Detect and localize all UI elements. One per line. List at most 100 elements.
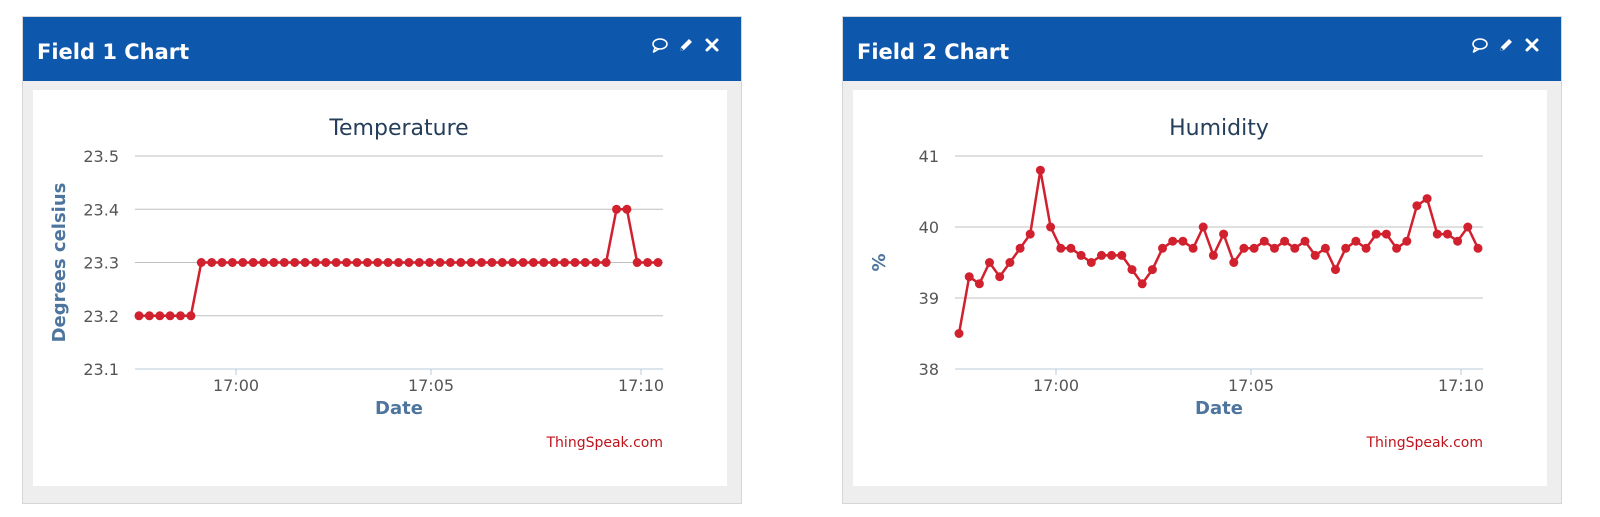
data-point[interactable] bbox=[144, 311, 154, 321]
data-point[interactable] bbox=[227, 258, 237, 267]
data-point[interactable] bbox=[1443, 229, 1452, 239]
data-point[interactable] bbox=[1473, 243, 1483, 253]
data-point[interactable] bbox=[1381, 229, 1391, 239]
data-point[interactable] bbox=[528, 258, 538, 267]
data-point[interactable] bbox=[155, 311, 165, 321]
data-point[interactable] bbox=[300, 258, 310, 267]
data-point[interactable] bbox=[964, 272, 974, 282]
data-point[interactable] bbox=[1402, 236, 1412, 246]
data-point[interactable] bbox=[1046, 222, 1056, 232]
data-point[interactable] bbox=[1219, 229, 1229, 239]
data-point[interactable] bbox=[1422, 194, 1432, 204]
data-point[interactable] bbox=[622, 204, 632, 214]
data-point[interactable] bbox=[1412, 201, 1422, 211]
data-point[interactable] bbox=[1249, 243, 1259, 253]
data-point[interactable] bbox=[497, 258, 507, 267]
data-point[interactable] bbox=[186, 311, 196, 321]
data-point[interactable] bbox=[1463, 222, 1473, 232]
data-point[interactable] bbox=[1432, 229, 1442, 239]
data-point[interactable] bbox=[632, 258, 642, 267]
data-point[interactable] bbox=[1361, 243, 1371, 253]
data-point[interactable] bbox=[362, 258, 372, 267]
data-point[interactable] bbox=[456, 258, 466, 267]
close-icon[interactable] bbox=[1523, 36, 1541, 54]
data-point[interactable] bbox=[259, 258, 269, 267]
close-icon[interactable] bbox=[703, 36, 721, 54]
data-point[interactable] bbox=[342, 258, 352, 267]
comment-icon[interactable] bbox=[1471, 36, 1489, 54]
data-point[interactable] bbox=[549, 258, 559, 267]
data-point[interactable] bbox=[1198, 222, 1208, 232]
data-point[interactable] bbox=[1127, 265, 1137, 275]
data-point[interactable] bbox=[414, 258, 424, 267]
data-point[interactable] bbox=[196, 258, 206, 267]
data-point[interactable] bbox=[248, 258, 258, 267]
data-point[interactable] bbox=[1392, 243, 1402, 253]
data-point[interactable] bbox=[445, 258, 455, 267]
data-point[interactable] bbox=[1086, 258, 1096, 267]
data-point[interactable] bbox=[331, 258, 341, 267]
data-point[interactable] bbox=[1280, 236, 1290, 246]
data-point[interactable] bbox=[1076, 250, 1086, 260]
data-point[interactable] bbox=[539, 258, 549, 267]
data-point[interactable] bbox=[1005, 258, 1015, 267]
data-point[interactable] bbox=[1351, 236, 1361, 246]
data-point[interactable] bbox=[1025, 229, 1035, 239]
data-point[interactable] bbox=[321, 258, 331, 267]
pencil-icon[interactable] bbox=[1497, 36, 1515, 54]
data-point[interactable] bbox=[974, 279, 984, 289]
data-point[interactable] bbox=[954, 329, 964, 338]
data-point[interactable] bbox=[404, 258, 414, 267]
comment-icon[interactable] bbox=[651, 36, 669, 54]
data-point[interactable] bbox=[1188, 243, 1198, 253]
data-point[interactable] bbox=[383, 258, 393, 267]
data-point[interactable] bbox=[466, 258, 476, 267]
data-point[interactable] bbox=[352, 258, 362, 267]
pencil-icon[interactable] bbox=[677, 36, 695, 54]
data-point[interactable] bbox=[612, 204, 621, 214]
data-point[interactable] bbox=[1066, 243, 1076, 253]
data-point[interactable] bbox=[1168, 236, 1178, 246]
data-point[interactable] bbox=[425, 258, 435, 267]
data-point[interactable] bbox=[1137, 279, 1147, 289]
data-point[interactable] bbox=[1229, 258, 1239, 267]
data-point[interactable] bbox=[1097, 250, 1106, 260]
data-point[interactable] bbox=[580, 258, 590, 267]
data-point[interactable] bbox=[591, 258, 601, 267]
data-point[interactable] bbox=[279, 258, 289, 267]
data-point[interactable] bbox=[207, 258, 217, 267]
data-point[interactable] bbox=[269, 258, 279, 267]
data-point[interactable] bbox=[217, 258, 227, 267]
data-point[interactable] bbox=[1147, 265, 1157, 275]
data-point[interactable] bbox=[1056, 243, 1066, 253]
data-point[interactable] bbox=[570, 258, 580, 267]
data-point[interactable] bbox=[1117, 250, 1127, 260]
data-point[interactable] bbox=[176, 311, 185, 321]
data-point[interactable] bbox=[560, 258, 570, 267]
data-point[interactable] bbox=[1107, 250, 1117, 260]
data-point[interactable] bbox=[165, 311, 175, 321]
data-point[interactable] bbox=[487, 258, 497, 267]
data-point[interactable] bbox=[653, 258, 663, 267]
data-point[interactable] bbox=[394, 258, 403, 267]
data-point[interactable] bbox=[435, 258, 445, 267]
data-point[interactable] bbox=[1239, 243, 1249, 253]
data-point[interactable] bbox=[1178, 236, 1188, 246]
data-point[interactable] bbox=[373, 258, 383, 267]
data-point[interactable] bbox=[601, 258, 611, 267]
thingspeak-credit-link[interactable]: ThingSpeak.com bbox=[546, 435, 664, 451]
data-point[interactable] bbox=[477, 258, 486, 267]
data-point[interactable] bbox=[995, 272, 1005, 282]
data-point[interactable] bbox=[1259, 236, 1269, 246]
data-point[interactable] bbox=[1270, 243, 1279, 253]
data-point[interactable] bbox=[508, 258, 518, 267]
data-point[interactable] bbox=[311, 258, 320, 267]
data-point[interactable] bbox=[1320, 243, 1330, 253]
data-point[interactable] bbox=[290, 258, 300, 267]
data-point[interactable] bbox=[1158, 243, 1167, 253]
data-point[interactable] bbox=[1453, 236, 1463, 246]
data-point[interactable] bbox=[1290, 243, 1300, 253]
data-point[interactable] bbox=[238, 258, 248, 267]
thingspeak-credit-link[interactable]: ThingSpeak.com bbox=[1366, 435, 1484, 451]
data-point[interactable] bbox=[1341, 243, 1351, 253]
